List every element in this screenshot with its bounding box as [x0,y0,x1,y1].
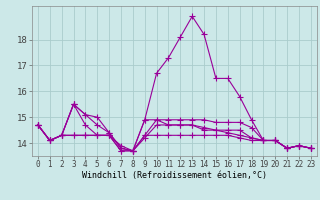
X-axis label: Windchill (Refroidissement éolien,°C): Windchill (Refroidissement éolien,°C) [82,171,267,180]
